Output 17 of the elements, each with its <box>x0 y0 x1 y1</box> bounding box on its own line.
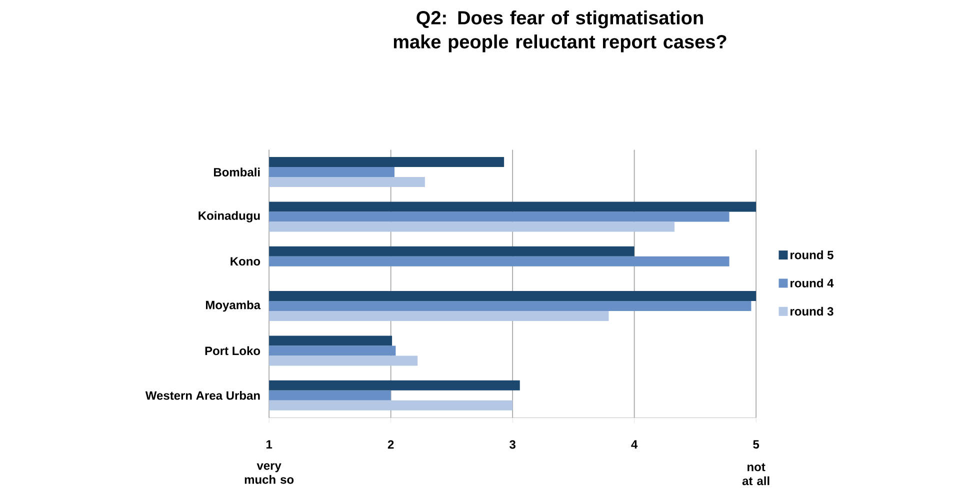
y-tick-label: Western Area Urban <box>145 390 260 400</box>
y-tick-label: Port Loko <box>205 346 260 356</box>
legend-label: round 4 <box>790 278 834 288</box>
legend-label: round 3 <box>790 306 834 316</box>
chart-title: Q2: Does fear of stigmatisation make people reluctant report cases? <box>394 10 726 52</box>
y-tick-label: Moyamba <box>206 300 261 312</box>
x-tick-label: 4 <box>631 440 638 448</box>
y-tick-label: Kono <box>230 257 260 266</box>
x-tick-label: 1 <box>266 440 272 448</box>
legend-label: round 5 <box>790 250 834 260</box>
x-tick-label: 5 <box>753 440 760 449</box>
text: very much so <box>244 463 294 484</box>
y-tick-label: Koinadugu <box>198 211 260 222</box>
y-tick-label: Bombali <box>214 168 260 176</box>
text: not at all <box>742 463 770 486</box>
x-tick-label: 2 <box>388 440 394 449</box>
x-tick-label: 3 <box>510 440 516 449</box>
